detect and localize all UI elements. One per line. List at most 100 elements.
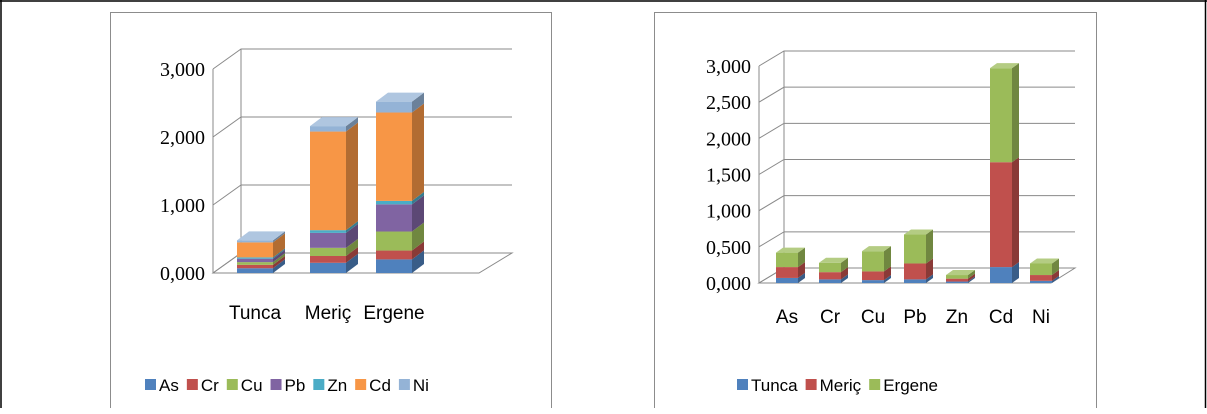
bar-side-meric-zn bbox=[346, 221, 358, 233]
bar-side-ergene-ni bbox=[412, 92, 424, 113]
legend-swatch-cr bbox=[186, 379, 198, 390]
legend-label-cd: Cd bbox=[369, 376, 391, 395]
bar-top-as bbox=[776, 247, 805, 253]
bar-side-meric-ni bbox=[346, 117, 358, 132]
y-tick-label: 2,500 bbox=[706, 92, 751, 114]
bar-side-cu-tunca bbox=[884, 275, 891, 283]
bar-ergene-cd bbox=[376, 112, 412, 201]
bar-top-cr bbox=[819, 257, 848, 263]
bar-side-tunca-ni bbox=[273, 231, 285, 243]
bar-side-cd-ergene bbox=[1012, 63, 1019, 163]
chart-by-river: 0,000 1,000 2,000 3,000 Tunca Meriç Ergene As Cr… bbox=[145, 48, 514, 395]
bar-meric-cr bbox=[310, 256, 346, 263]
y-tick-label: 0,500 bbox=[706, 237, 751, 259]
bar-top-ni bbox=[1030, 258, 1059, 264]
gridline bbox=[758, 195, 1075, 212]
legend-swatch-tunca bbox=[737, 379, 748, 390]
x-tick-label: Ergene bbox=[363, 303, 424, 324]
bar-side-zn-meric bbox=[968, 273, 975, 282]
bar-side-zn-ergene bbox=[968, 270, 975, 279]
bar-side-cd-meric bbox=[1012, 157, 1019, 268]
bar-meric-ni bbox=[310, 126, 346, 132]
bar-side-as-tunca bbox=[798, 272, 805, 283]
bar-tunca-pb bbox=[237, 258, 273, 263]
bar-ergene-cu bbox=[376, 231, 412, 251]
bar-side-ni-ergene bbox=[1052, 258, 1059, 276]
bar-tunca-cr bbox=[237, 264, 273, 269]
bar-top-pb bbox=[904, 229, 933, 235]
bar-top-cu bbox=[862, 246, 891, 252]
bar-as-tunca bbox=[776, 277, 798, 283]
bar-side-meric-cr bbox=[346, 247, 358, 263]
y-tick-label: 0,000 bbox=[160, 263, 205, 285]
bar-top-cd bbox=[990, 63, 1019, 69]
gridline bbox=[212, 184, 512, 206]
bar-meric-cd bbox=[310, 131, 346, 231]
bar-side-pb-ergene bbox=[926, 229, 933, 264]
bar-side-zn-tunca bbox=[968, 276, 975, 283]
gridline bbox=[212, 48, 512, 70]
legend-label-zn: Zn bbox=[327, 376, 347, 395]
bar-tunca-cd bbox=[237, 242, 273, 258]
bar-side-pb-tunca bbox=[926, 274, 933, 283]
bar-pb-ergene bbox=[904, 234, 926, 264]
legend-label-meric: Meriç bbox=[820, 376, 862, 395]
chart-panel-by-element: 0,000 0,500 1,000 1,500 2,000 2,500 3,000 As Cr C… bbox=[654, 12, 1097, 408]
bar-side-meric-as bbox=[346, 253, 358, 273]
legend-swatch-meric bbox=[805, 379, 817, 390]
bar-zn-ergene bbox=[946, 275, 968, 279]
bar-side-meric-cu bbox=[346, 238, 358, 256]
legend-swatch-cu bbox=[226, 379, 238, 390]
bar-side-ergene-pb bbox=[412, 195, 424, 232]
bar-meric-zn bbox=[310, 230, 346, 233]
legend-swatch-ergene bbox=[869, 379, 881, 390]
bar-tunca-zn bbox=[237, 257, 273, 259]
bar-cr-ergene bbox=[819, 262, 841, 273]
bar-side-tunca-zn bbox=[273, 248, 285, 259]
bar-tunca-ni bbox=[237, 240, 273, 243]
legend-label-pb: Pb bbox=[285, 376, 306, 395]
bar-side-tunca-cu bbox=[273, 253, 285, 265]
legend-label-cr: Cr bbox=[201, 376, 219, 395]
gridline bbox=[212, 116, 512, 138]
bar-ergene-zn bbox=[376, 200, 412, 205]
gridline bbox=[758, 86, 1075, 103]
y-tick-label: 3,000 bbox=[160, 59, 205, 81]
bar-cr-meric bbox=[819, 272, 841, 280]
y-tick-label: 1,000 bbox=[706, 201, 751, 223]
x-tick-label: Cu bbox=[861, 307, 885, 328]
bar-ergene-as bbox=[376, 259, 412, 273]
bar-pb-tunca bbox=[904, 279, 926, 283]
bar-tunca-cu bbox=[237, 262, 273, 265]
bar-cu-meric bbox=[862, 271, 884, 281]
gridline bbox=[758, 159, 1075, 175]
bar-ni-ergene bbox=[1030, 263, 1052, 276]
x-tick-label: Pb bbox=[903, 307, 926, 328]
bar-ergene-pb bbox=[376, 204, 412, 232]
bar-ergene-ni bbox=[376, 101, 412, 113]
bar-cd-tunca bbox=[990, 267, 1012, 283]
x-tick-label: Cd bbox=[989, 307, 1013, 328]
bar-side-cr-tunca bbox=[841, 274, 848, 283]
bar-meric-cu bbox=[310, 247, 346, 256]
legend-swatch-cd bbox=[355, 379, 367, 390]
bar-as-ergene bbox=[776, 252, 798, 268]
bar-side-tunca-pb bbox=[273, 249, 285, 263]
legend-label-cu: Cu bbox=[241, 376, 263, 395]
bar-side-tunca-cd bbox=[273, 233, 285, 258]
y-tick-label: 0,000 bbox=[706, 273, 751, 295]
legend-swatch-pb bbox=[270, 379, 282, 390]
legend-swatch-as bbox=[145, 379, 156, 390]
legend-label-ergene: Ergene bbox=[883, 376, 938, 395]
bar-side-cd-tunca bbox=[1012, 262, 1019, 283]
bar-cd-ergene bbox=[990, 68, 1012, 163]
x-tick-label: Tunca bbox=[229, 303, 282, 324]
x-tick-label: Meriç bbox=[305, 303, 351, 324]
bar-side-tunca-as bbox=[273, 259, 285, 273]
y-tick-label: 2,000 bbox=[706, 128, 751, 150]
bar-cd-meric bbox=[990, 162, 1012, 268]
y-tick-label: 3,000 bbox=[706, 56, 751, 78]
x-tick-label: Ni bbox=[1032, 307, 1050, 328]
legend-label-tunca: Tunca bbox=[751, 376, 798, 395]
